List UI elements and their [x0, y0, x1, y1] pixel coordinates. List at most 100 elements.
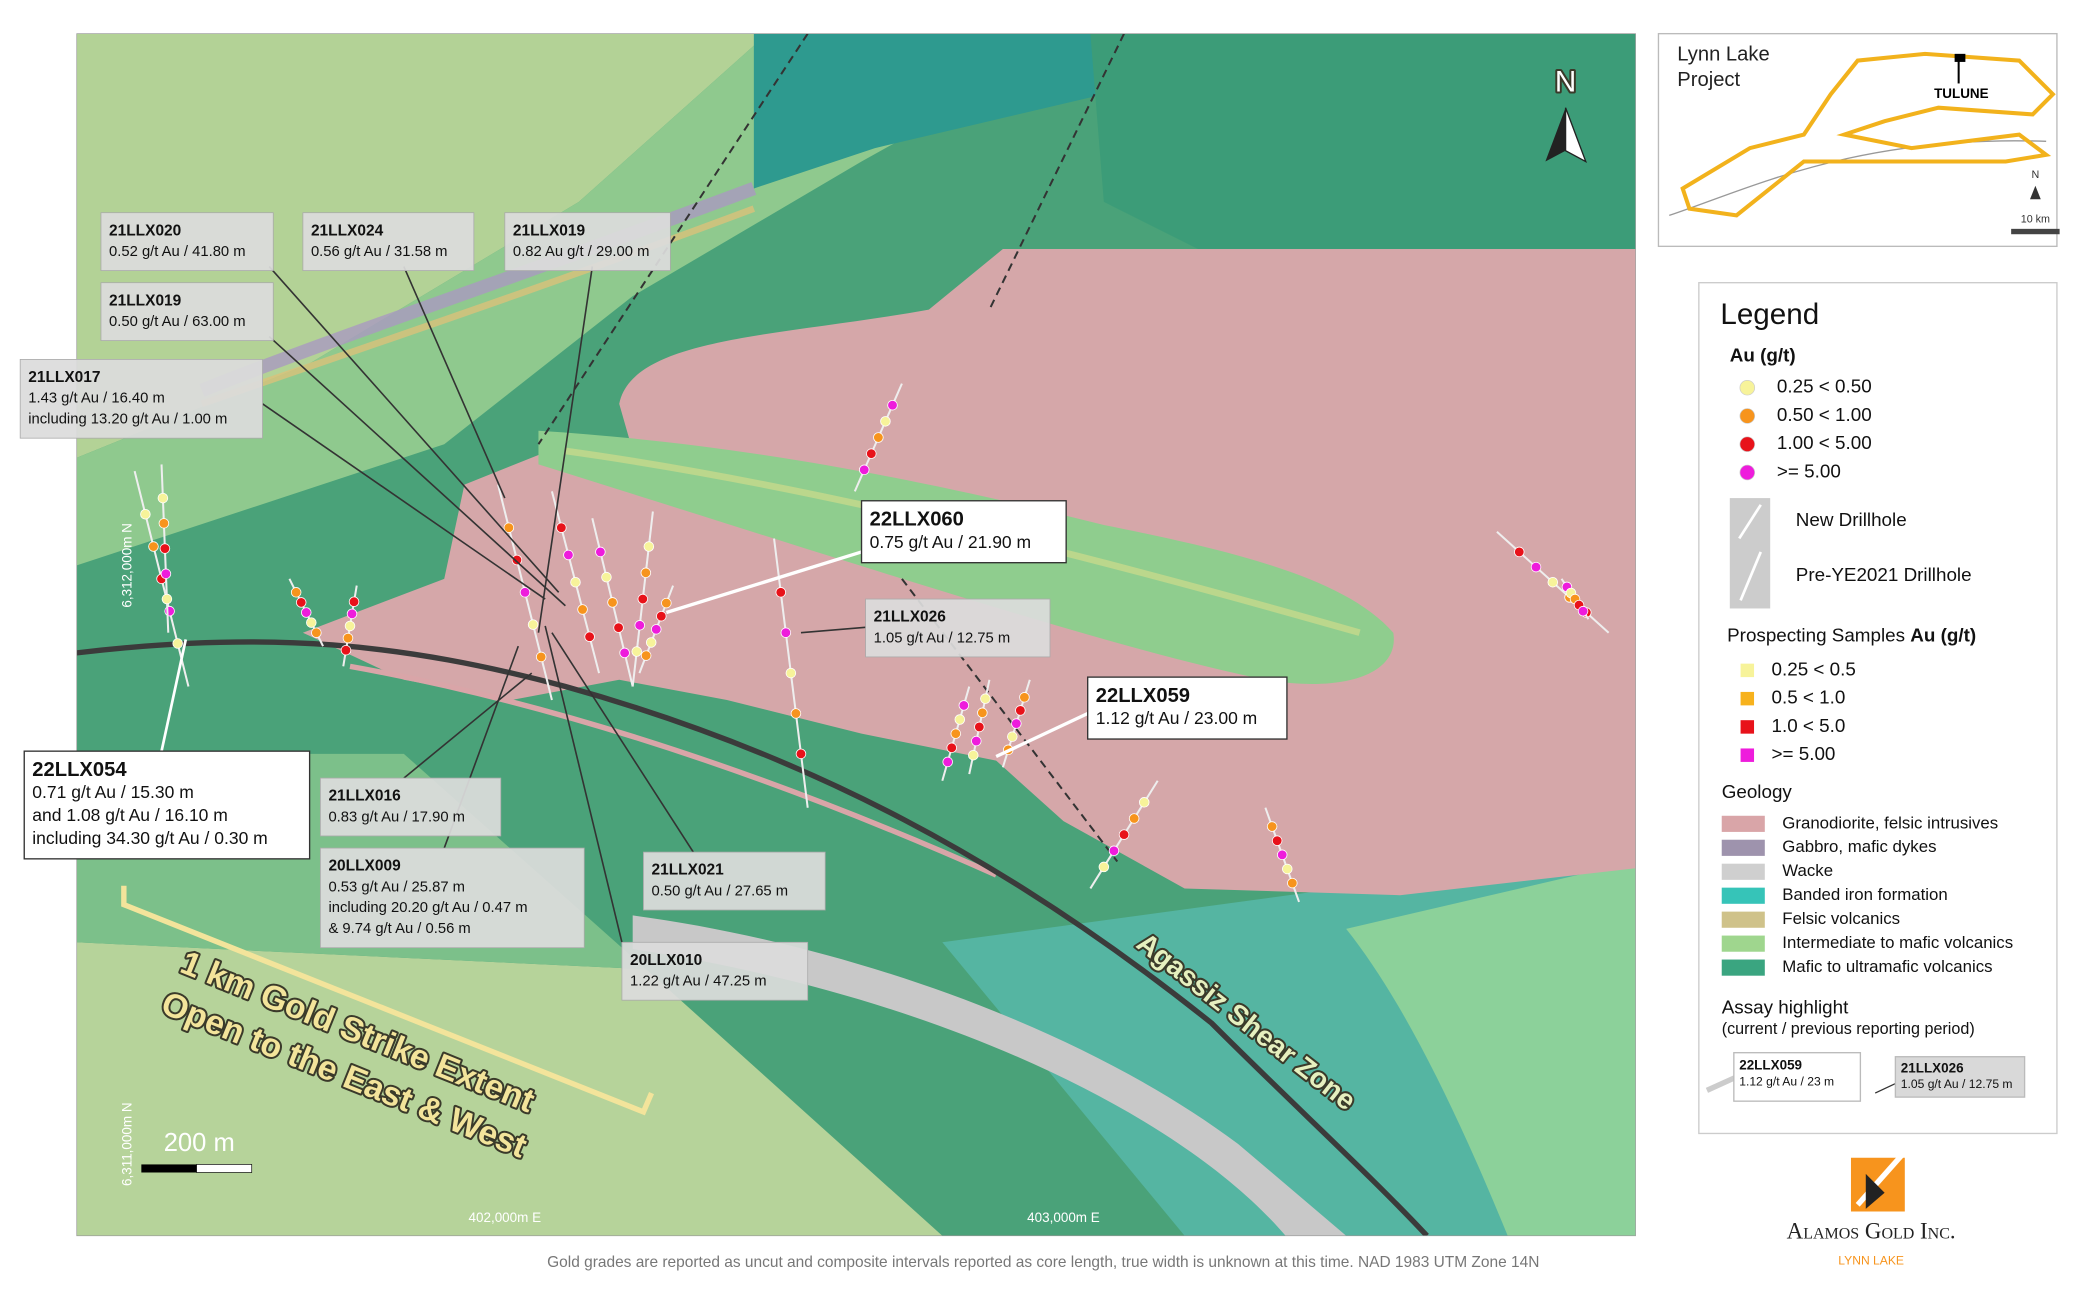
logo-name: Alamos Gold Inc.: [1787, 1218, 1956, 1243]
assay-dot: [631, 646, 642, 657]
mafic-north: [1090, 33, 1636, 256]
assay-dot: [637, 593, 649, 605]
leader-line: [800, 626, 866, 634]
callout-line: 0.53 g/t Au / 25.87 m: [328, 879, 465, 895]
callout-hole: 20LLX010: [630, 952, 702, 969]
assay-example-box: [1733, 1052, 1862, 1102]
assay-dot: [775, 587, 787, 598]
assay-dot: [1547, 576, 1559, 588]
assay-dot: [661, 597, 672, 609]
inset-north: N: [2032, 169, 2040, 181]
assay-dot: [527, 619, 539, 630]
callout-hole: 21LLX021: [652, 862, 725, 879]
assay-dot: [974, 721, 985, 733]
leader-line: [544, 625, 623, 943]
callout-hole: 21LLX016: [328, 788, 401, 805]
callout-box: [23, 750, 311, 860]
legend-subtitle: Geology: [1722, 781, 1793, 802]
callout-box: [1087, 676, 1288, 740]
assay-dot: [1019, 692, 1030, 703]
assay-dot: [577, 604, 588, 615]
legend-label: 0.25 < 0.5: [1772, 658, 1856, 679]
assay-dot: [159, 543, 171, 554]
assay-dot: [946, 742, 957, 754]
scale-bar: [141, 1164, 197, 1173]
assay-dot: [958, 700, 970, 711]
legend-label: 0.25 < 0.50: [1777, 376, 1872, 397]
leader-line: [551, 632, 694, 853]
leader-line: [160, 639, 188, 752]
assay-dot: [640, 567, 652, 579]
assay-dot: [311, 627, 322, 638]
legend-swatch: [1721, 935, 1765, 952]
assay-dot: [344, 620, 356, 632]
inset-scale: 10 km: [2021, 213, 2050, 225]
assay-dot: [1577, 605, 1589, 617]
assay-example-hole: 22LLX059: [1739, 1058, 1802, 1073]
legend-label: Gabbro, mafic dykes: [1782, 837, 1936, 856]
legend-label: 1.00 < 5.00: [1777, 432, 1872, 453]
assay-dot: [971, 735, 982, 747]
assay-dot: [887, 399, 898, 411]
leader-line: [665, 550, 863, 615]
legend-label: New Drillhole: [1796, 509, 1907, 530]
callout-line: 0.82 Au g/t / 29.00 m: [513, 244, 650, 260]
legend-frame: [1698, 282, 2058, 1135]
assay-dot: [164, 605, 175, 617]
fault: [988, 33, 1125, 311]
assay-example-text: 1.05 g/t Au / 12.75 m: [1901, 1077, 2013, 1091]
legend-label: >= 5.00: [1777, 460, 1841, 481]
leader-line: [268, 266, 560, 593]
assay-dot: [1266, 821, 1278, 832]
callout-box: [319, 847, 585, 949]
legend: Legend Au (g/t) New Drillhole Pre-YE2021…: [1698, 282, 2058, 1135]
legend-label: 0.5 < 1.0: [1772, 687, 1846, 708]
map-frame: [76, 33, 1636, 1237]
assay-dot: [300, 607, 312, 618]
inset-scale-bar: [2011, 228, 2060, 235]
site-pin: [1954, 53, 1966, 62]
leader-line: [403, 672, 533, 779]
fault: [537, 33, 809, 445]
legend-swatch: [1739, 436, 1756, 452]
assay-dot: [968, 749, 979, 761]
scale-label: 200 m: [164, 1129, 235, 1157]
assay-dot: [634, 620, 646, 631]
assay-dot: [1015, 705, 1026, 716]
callout-hole: 22LLX059: [1096, 685, 1190, 707]
callout-box: [504, 212, 671, 271]
property-outline: [1680, 51, 2056, 218]
callout-line: 1.12 g/t Au / 23.00 m: [1096, 708, 1258, 728]
legend-label: 1.0 < 5.0: [1772, 715, 1846, 736]
legend-swatch: [1740, 720, 1755, 734]
callout-line: and 1.08 g/t Au / 16.10 m: [32, 805, 228, 825]
drillhole-swatch: [1729, 498, 1771, 609]
assay-leader: [1874, 1081, 1899, 1094]
assay-dot: [780, 627, 792, 638]
drillhole-symbol: [1739, 551, 1763, 601]
assay-dot: [880, 416, 891, 427]
legend-subtitle: Assay highlight: [1722, 996, 1849, 1017]
callout-hole: 21LLX019: [513, 222, 586, 239]
assay-dot: [346, 608, 358, 620]
assay-dot: [640, 650, 652, 661]
legend-swatch: [1739, 379, 1756, 396]
footnote: Gold grades are reported as uncut and co…: [547, 1254, 1539, 1271]
inset-title: Lynn Lake: [1677, 44, 1769, 66]
assay-dot: [790, 708, 802, 719]
callout-box: [319, 777, 502, 837]
legend-label: Felsic volcanics: [1782, 909, 1900, 928]
leader-line: [995, 711, 1089, 759]
assay-dot: [873, 432, 884, 443]
legend-subtitle-part: Au (g/t): [1910, 625, 1976, 646]
legend-swatch: [1721, 887, 1765, 904]
assay-dot: [563, 549, 574, 561]
assay-dot: [306, 617, 317, 628]
callout-hole: 21LLX019: [109, 292, 182, 309]
legend-label: Intermediate to mafic volcanics: [1782, 933, 2013, 952]
legend-swatch: [1721, 959, 1765, 976]
assay-dot: [601, 571, 612, 583]
assay-dot: [954, 714, 966, 725]
callout-box: [100, 282, 274, 341]
assay-dot: [858, 464, 870, 476]
